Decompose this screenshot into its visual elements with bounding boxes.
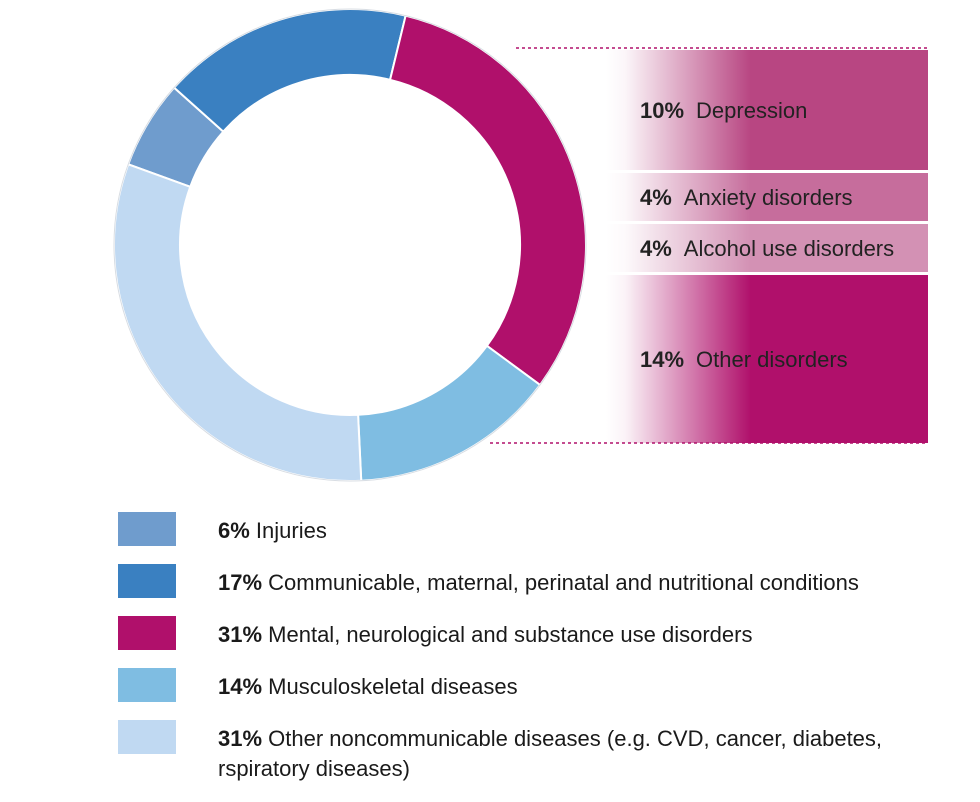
legend-label: 17% Communicable, maternal, perinatal an… xyxy=(218,570,859,595)
breakdown-label-2: 4% Anxiety disorders xyxy=(640,185,853,210)
legend-swatch xyxy=(118,512,176,546)
legend-label: 14% Musculoskeletal diseases xyxy=(218,674,518,699)
legend-label: 31% Mental, neurological and substance u… xyxy=(218,622,753,647)
donut-chart: 10% Depression 4% Anxiety disorders 4% Alcoho… xyxy=(113,8,928,482)
donut-slice-2 xyxy=(172,8,407,134)
legend-item: 17% Communicable, maternal, perinatal an… xyxy=(118,564,958,598)
legend-item: 31% Other noncommunicable diseases (e.g.… xyxy=(118,720,958,784)
donut-slice-3 xyxy=(388,14,587,387)
breakdown-bar-fade-1 xyxy=(606,50,928,170)
legend-item: 31% Mental, neurological and substance u… xyxy=(118,616,958,650)
legend-swatch xyxy=(118,720,176,754)
legend-swatch xyxy=(118,668,176,702)
donut-outline xyxy=(113,8,587,482)
breakdown-label-4: 14% Other disorders xyxy=(640,347,848,372)
legend-swatch xyxy=(118,564,176,598)
breakdown-label-1: 10% Depression xyxy=(640,98,807,123)
legend-label: 31% Other noncommunicable diseases (e.g.… xyxy=(218,726,883,781)
donut-slices xyxy=(113,8,587,482)
legend-item: 6% Injuries xyxy=(118,512,958,546)
breakdown-label-3: 4% Alcohol use disorders xyxy=(640,236,894,261)
legend-item: 14% Musculoskeletal diseases xyxy=(118,668,958,702)
legend: 6% Injuries 17% Communicable, maternal, p… xyxy=(118,512,958,802)
breakdown-bar-fade-4 xyxy=(606,275,928,443)
breakdown-bars: 10% Depression 4% Anxiety disorders 4% Alcoho… xyxy=(606,50,928,443)
breakdown-bar-fade-2 xyxy=(606,173,928,221)
legend-swatch xyxy=(118,616,176,650)
breakdown-bar-fade-3 xyxy=(606,224,928,272)
legend-label: 6% Injuries xyxy=(218,518,327,543)
donut-slice-4 xyxy=(357,344,542,482)
donut-slice-5 xyxy=(113,163,363,482)
